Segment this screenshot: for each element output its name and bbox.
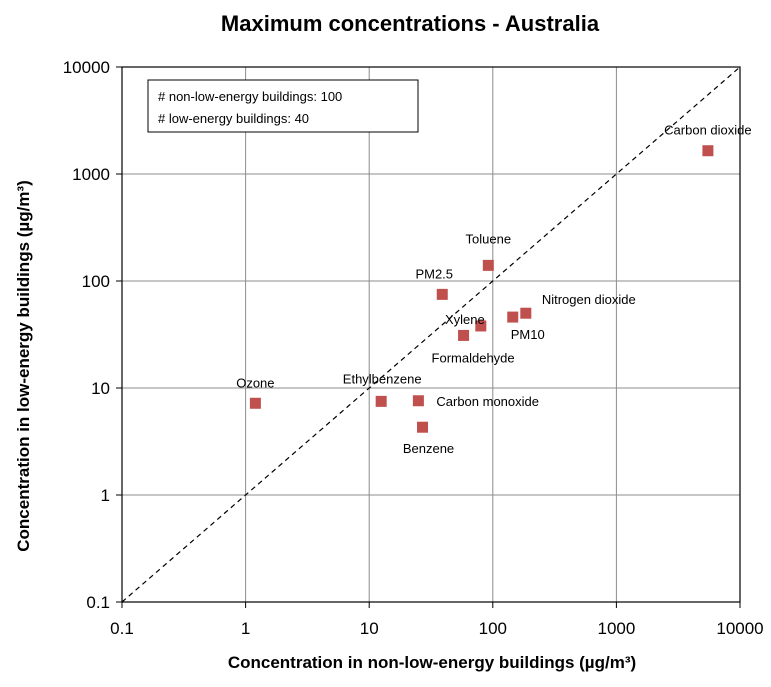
x-tick-label: 0.1 bbox=[110, 619, 134, 638]
point-label-benzene: Benzene bbox=[403, 441, 454, 456]
chart-title: Maximum concentrations - Australia bbox=[221, 11, 600, 36]
plot-area-frame bbox=[121, 66, 741, 603]
point-formaldehyde bbox=[458, 329, 470, 341]
legend-frame bbox=[147, 79, 419, 133]
point-carbon-dioxide bbox=[702, 145, 714, 157]
point-label-pm10: PM10 bbox=[511, 327, 545, 342]
identity-reference-line bbox=[121, 66, 741, 603]
x-tick-label: 10 bbox=[360, 619, 379, 638]
legend-line-low-energy: # low-energy buildings: 40 bbox=[158, 111, 309, 126]
y-tick-label: 0.1 bbox=[86, 593, 110, 612]
point-label-carbon-dioxide: Carbon dioxide bbox=[664, 123, 751, 138]
grid bbox=[122, 67, 740, 602]
y-tick-label: 1000 bbox=[72, 165, 110, 184]
point-label-formaldehyde: Formaldehyde bbox=[432, 350, 515, 365]
point-xylene bbox=[475, 320, 487, 332]
x-tick-label: 1 bbox=[241, 619, 250, 638]
point-toluene bbox=[482, 259, 494, 271]
y-tick-label: 10 bbox=[91, 379, 110, 398]
x-tick-label: 10000 bbox=[716, 619, 763, 638]
y-axis-label: Concentration in low-energy buildings (µ… bbox=[14, 180, 33, 552]
point-label-xylene: Xylene bbox=[445, 312, 485, 327]
legend-box: # non-low-energy buildings: 100 # low-en… bbox=[147, 79, 419, 133]
y-tick-label: 100 bbox=[82, 272, 110, 291]
x-tick-label: 100 bbox=[479, 619, 507, 638]
point-label-nitrogen-dioxide: Nitrogen dioxide bbox=[542, 292, 636, 307]
x-axis-label: Concentration in non-low-energy building… bbox=[228, 653, 636, 672]
point-ozone bbox=[249, 397, 261, 409]
y-tick-label: 10000 bbox=[63, 58, 110, 77]
point-label-pm2-5: PM2.5 bbox=[415, 266, 453, 281]
point-benzene bbox=[417, 421, 429, 433]
y-tick-label: 1 bbox=[101, 486, 110, 505]
point-label-ethylbenzene: Ethylbenzene bbox=[343, 371, 422, 386]
point-carbon-monoxide bbox=[412, 395, 424, 407]
data-points: Carbon dioxide Toluene PM2.5 Nitrogen dioxi… bbox=[236, 123, 751, 456]
point-pm2-5 bbox=[436, 288, 448, 300]
axis-ticks: 0.1 1 10 100 1000 10000 0.1 1 10 100 1000 10000 bbox=[63, 58, 764, 638]
point-ethylbenzene bbox=[375, 395, 387, 407]
legend-line-non-low-energy: # non-low-energy buildings: 100 bbox=[158, 89, 342, 104]
point-label-toluene: Toluene bbox=[466, 231, 512, 246]
point-label-carbon-monoxide: Carbon monoxide bbox=[436, 394, 539, 409]
point-pm10 bbox=[507, 311, 519, 323]
point-nitrogen-dioxide bbox=[520, 307, 532, 319]
x-tick-label: 1000 bbox=[597, 619, 635, 638]
point-label-ozone: Ozone bbox=[236, 375, 274, 390]
